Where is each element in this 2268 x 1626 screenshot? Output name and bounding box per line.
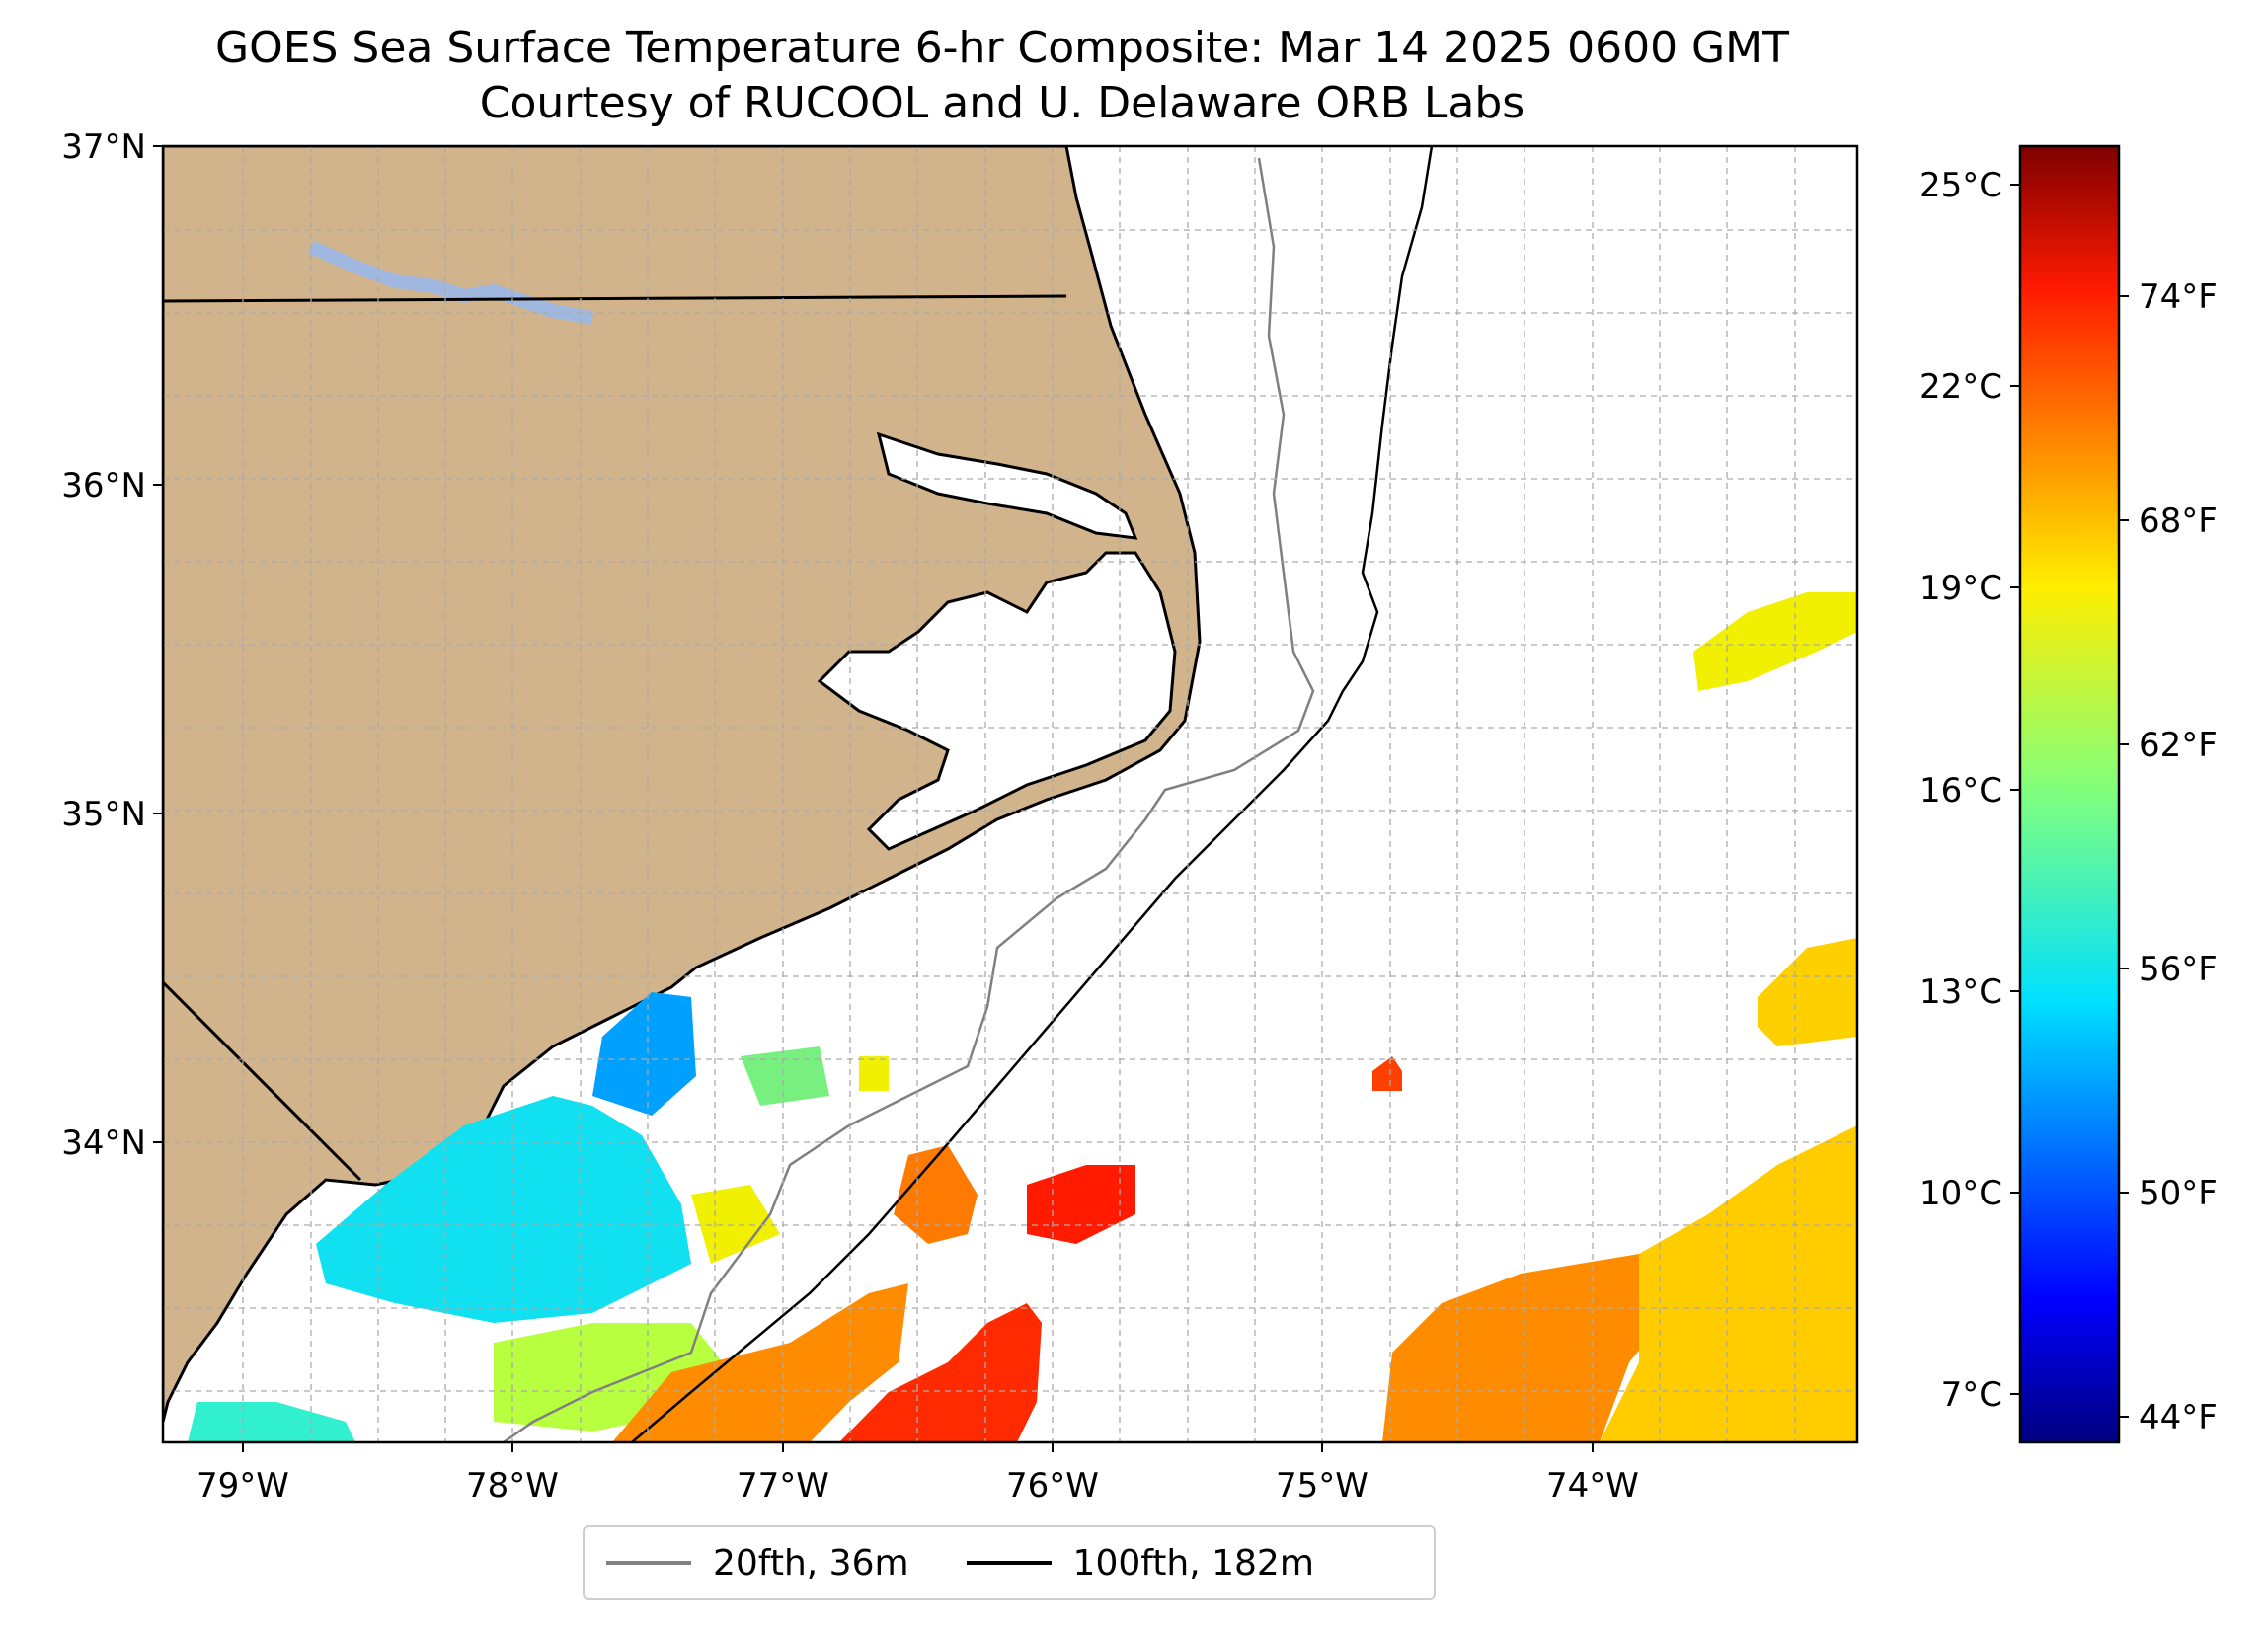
pamlico-sound bbox=[817, 551, 1177, 851]
colorbar-celsius-label: 16°C bbox=[1919, 771, 2002, 811]
sst-patch-blue bbox=[592, 992, 696, 1116]
legend-item-100fth: 100fth, 182m bbox=[966, 1542, 1314, 1584]
colorbar-fahrenheit-label: 62°F bbox=[2139, 726, 2218, 765]
sst-patch-yellow-2 bbox=[691, 1185, 780, 1264]
sst-patch-red-2 bbox=[839, 1303, 1042, 1442]
sst-patch-orange-1 bbox=[894, 1145, 978, 1244]
lat-tick-marks bbox=[153, 145, 163, 1143]
lat-tick-label: 34°N bbox=[61, 1123, 146, 1163]
legend-line-black bbox=[966, 1561, 1052, 1565]
colorbar-fahrenheit-label: 68°F bbox=[2139, 502, 2218, 541]
lon-tick-label: 74°W bbox=[1546, 1466, 1639, 1506]
sst-patch-red-1 bbox=[1027, 1165, 1135, 1244]
map-frame bbox=[161, 144, 1859, 1444]
colorbar-celsius-label: 22°C bbox=[1919, 367, 2002, 407]
lake-gaston bbox=[308, 240, 594, 325]
sst-patch-cyan bbox=[316, 1096, 691, 1323]
sst-patch-orange-2 bbox=[612, 1283, 908, 1442]
sst-patch-cyan-2 bbox=[188, 1402, 355, 1442]
state-border-va-nc bbox=[163, 294, 1067, 303]
albemarle-sound bbox=[876, 431, 1138, 540]
legend-label: 100fth, 182m bbox=[1072, 1542, 1314, 1584]
colorbar-fahrenheit-ticks bbox=[2119, 295, 2129, 1418]
sst-patch-orange-3 bbox=[1382, 1254, 1679, 1442]
colorbar bbox=[2018, 144, 2121, 1444]
figure-title: GOES Sea Surface Temperature 6-hr Compos… bbox=[214, 23, 1789, 73]
lat-tick-label: 36°N bbox=[61, 466, 146, 505]
isobath-legend: 20fth, 36m 100fth, 182m bbox=[583, 1525, 1436, 1600]
lon-tick-label: 75°W bbox=[1276, 1466, 1369, 1506]
colorbar-celsius-ticks bbox=[2010, 184, 2020, 1395]
colorbar-fahrenheit-label: 56°F bbox=[2139, 950, 2218, 989]
colorbar-celsius-label: 13°C bbox=[1919, 972, 2002, 1012]
lat-tick-label: 35°N bbox=[61, 795, 146, 834]
state-border-nc-sc bbox=[163, 980, 362, 1182]
colorbar-celsius-label: 7°C bbox=[1941, 1375, 2002, 1415]
sst-patch-red-small bbox=[1372, 1056, 1402, 1091]
colorbar-fahrenheit-label: 74°F bbox=[2139, 277, 2218, 317]
figure-subtitle: Courtesy of RUCOOL and U. Delaware ORB L… bbox=[479, 78, 1525, 128]
colorbar-celsius-label: 10°C bbox=[1919, 1174, 2002, 1213]
legend-label: 20fth, 36m bbox=[713, 1542, 909, 1584]
lat-tick-label: 37°N bbox=[61, 127, 146, 167]
isobath-100fth bbox=[631, 146, 1434, 1442]
lon-tick-label: 76°W bbox=[1006, 1466, 1099, 1506]
colorbar-celsius-label: 25°C bbox=[1919, 166, 2002, 205]
lon-tick-label: 78°W bbox=[466, 1466, 559, 1506]
sst-patch-green bbox=[741, 1046, 829, 1106]
lon-tick-marks bbox=[242, 1442, 1594, 1452]
sst-patch-yellow bbox=[859, 1056, 889, 1091]
colorbar-celsius-label: 19°C bbox=[1919, 569, 2002, 608]
legend-line-gray bbox=[606, 1561, 691, 1565]
lon-tick-label: 79°W bbox=[196, 1466, 289, 1506]
sst-patch-yellow-ne bbox=[1693, 592, 1857, 691]
sst-patch-yellow-east-2 bbox=[1758, 938, 1857, 1046]
gridlines bbox=[163, 146, 1857, 1442]
isobath-20fth bbox=[503, 157, 1315, 1442]
lon-tick-label: 77°W bbox=[737, 1466, 829, 1506]
colorbar-fahrenheit-label: 50°F bbox=[2139, 1174, 2218, 1213]
sst-patch-yellow-east bbox=[1600, 1125, 1857, 1442]
colorbar-fahrenheit-label: 44°F bbox=[2139, 1398, 2218, 1437]
legend-item-20fth: 20fth, 36m bbox=[606, 1543, 909, 1584]
